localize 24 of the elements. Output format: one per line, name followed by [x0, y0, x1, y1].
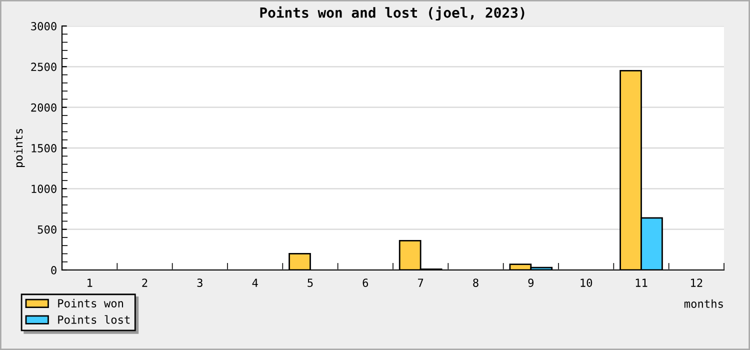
legend-label: Points won	[58, 298, 124, 308]
x-tick-label: 10	[580, 278, 592, 287]
y-tick-label: 0	[51, 266, 56, 274]
y-tick-label: 3000	[31, 22, 56, 30]
x-tick-label: 5	[308, 278, 313, 287]
x-tick-label: 11	[636, 278, 648, 287]
x-tick-label: 1	[88, 278, 92, 287]
y-tick-label: 1500	[32, 144, 56, 152]
x-axis-title: months	[684, 299, 723, 308]
x-tick-label: 9	[528, 278, 534, 287]
x-tick-label: 6	[362, 278, 368, 287]
y-tick-label: 2500	[31, 62, 56, 72]
y-axis-title: points	[14, 129, 25, 168]
x-tick-label: 2	[142, 278, 148, 287]
y-tick-label: 1000	[32, 184, 56, 194]
x-tick-label: 3	[197, 278, 202, 287]
legend-label: Points lost	[58, 315, 130, 324]
x-tick-label: 8	[473, 278, 478, 287]
x-tick-label: 4	[252, 278, 258, 287]
x-tick-label: 7	[418, 278, 424, 287]
y-tick-label: 500	[38, 225, 56, 234]
y-tick-label: 2000	[31, 103, 56, 112]
x-tick-label: 12	[691, 278, 702, 287]
chart-title: Points won and lost (joel, 2023)	[260, 6, 524, 21]
